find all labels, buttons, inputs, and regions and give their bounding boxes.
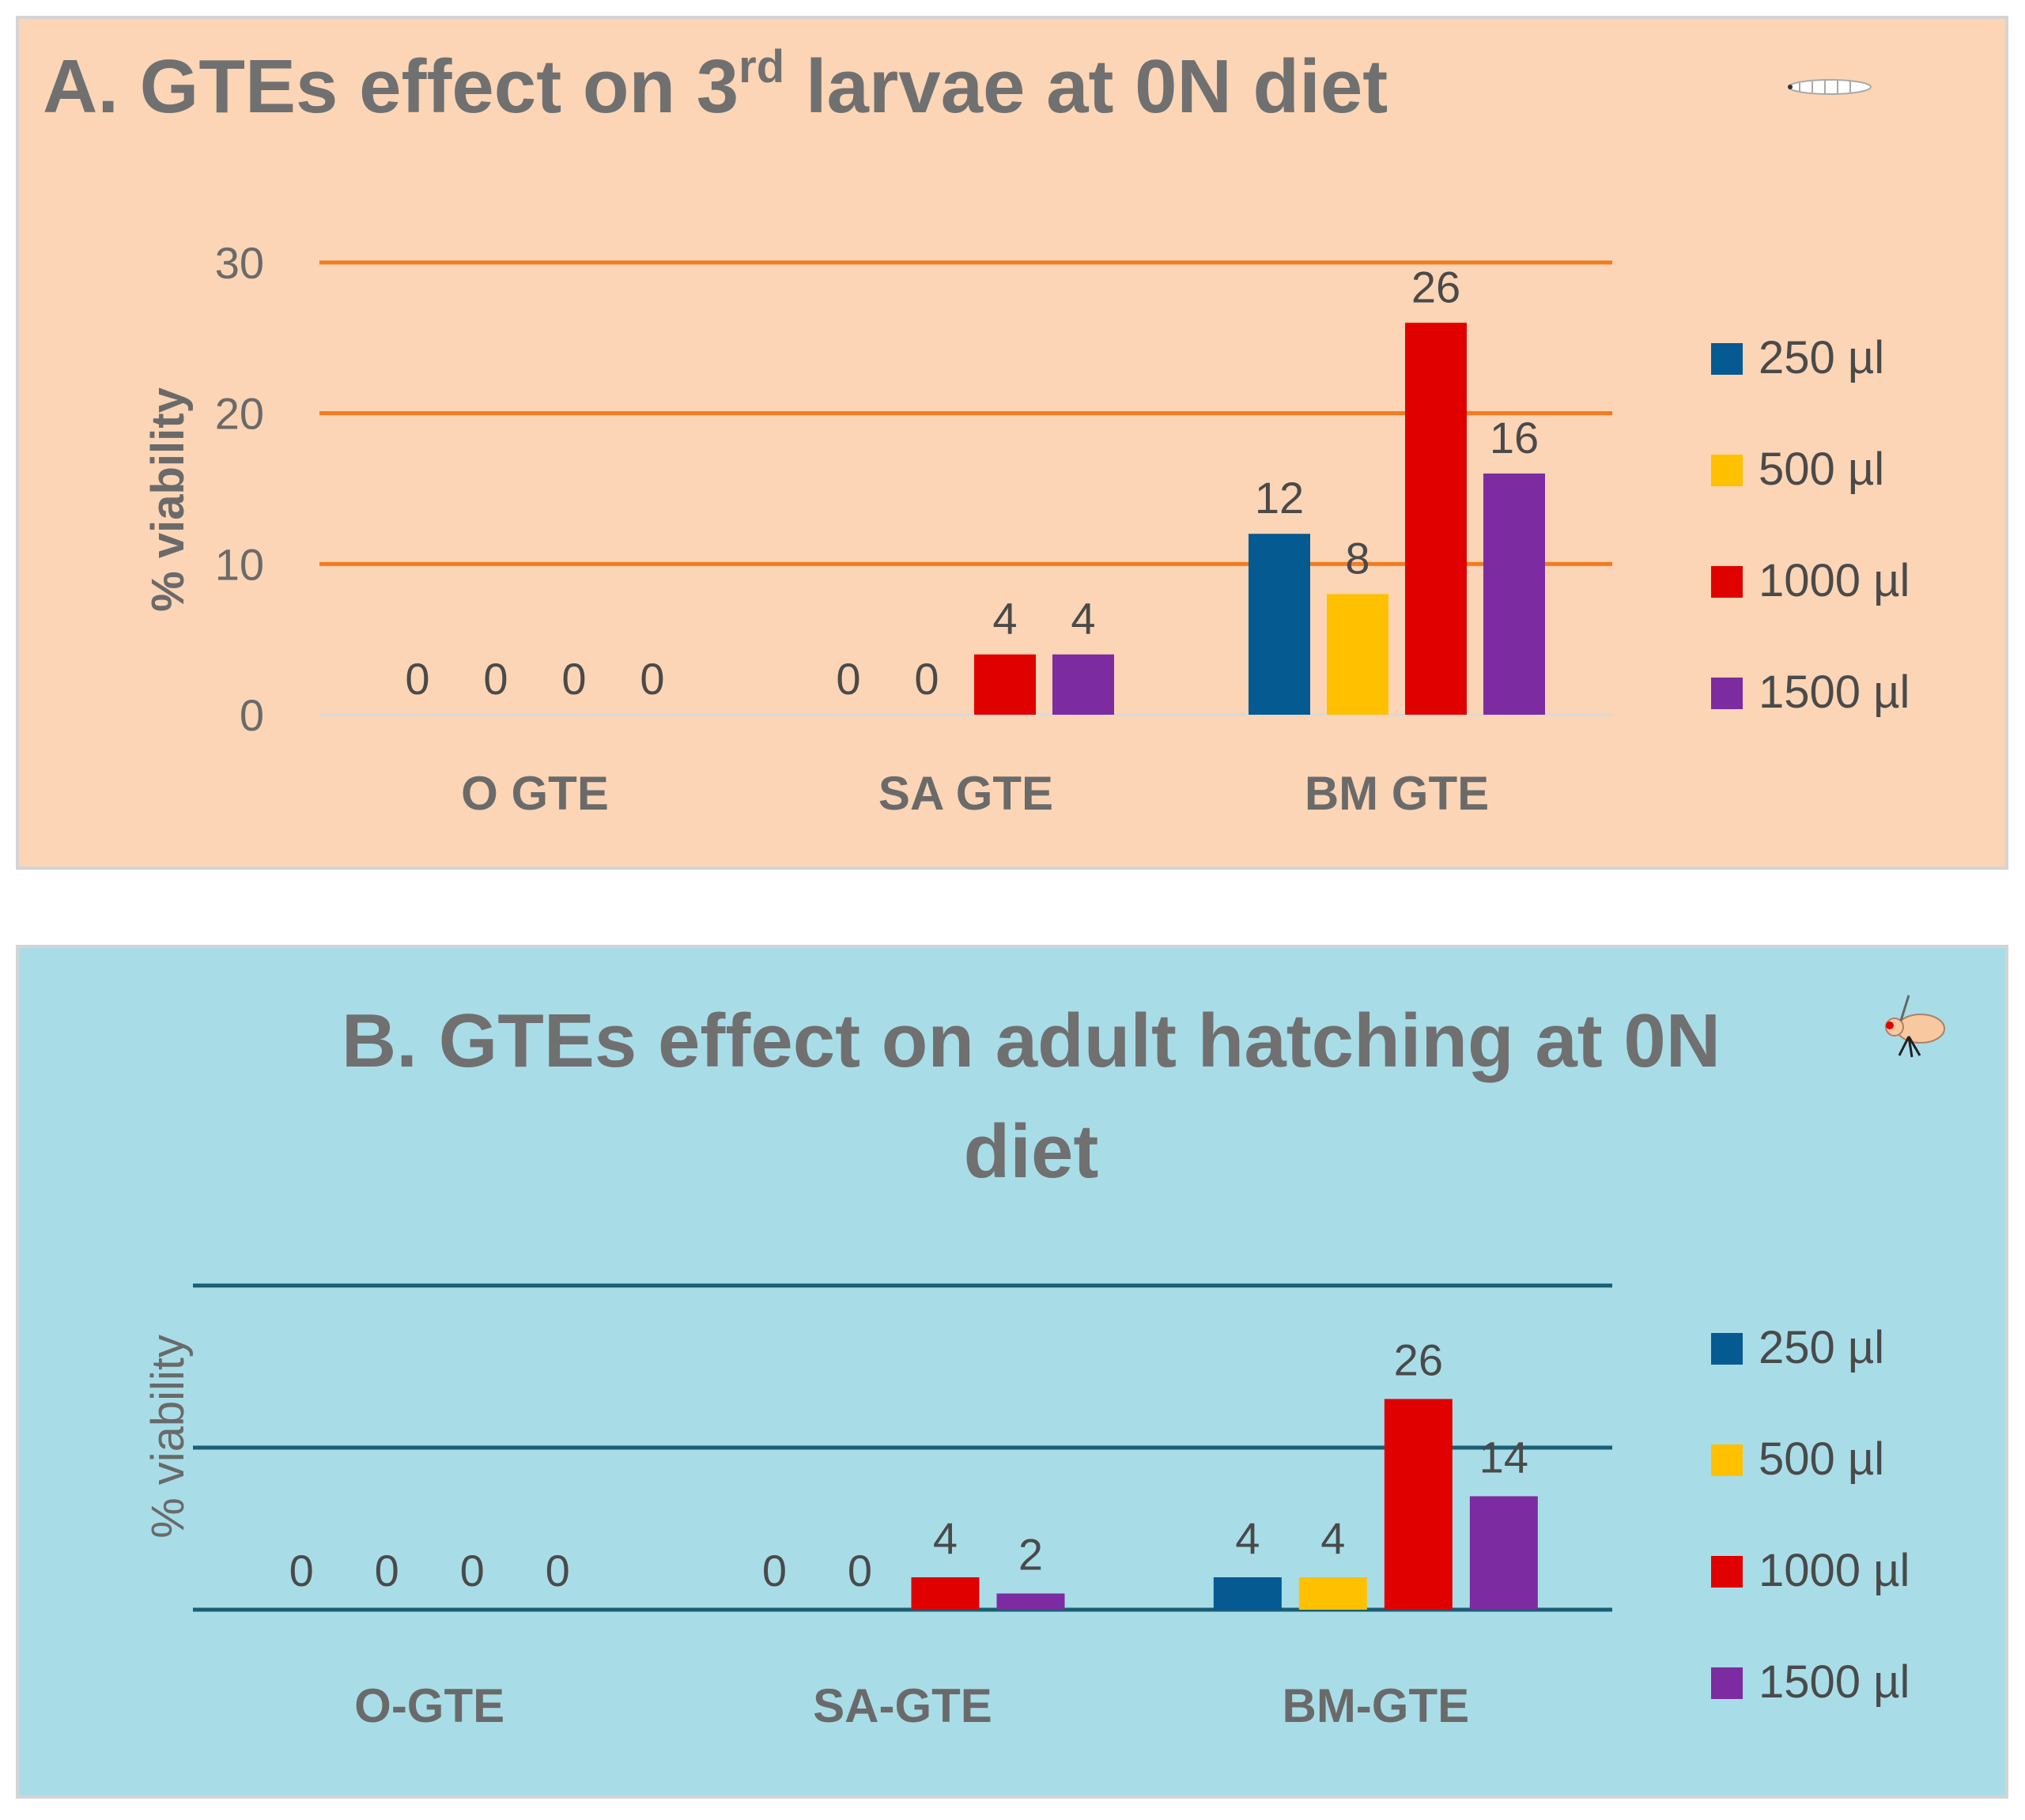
- chart-b-svg: B. GTEs effect on adult hatching at 0N d…: [19, 948, 2005, 1795]
- legend-swatch: [1711, 455, 1743, 486]
- data-label: 14: [1479, 1433, 1528, 1482]
- data-label: 0: [848, 1546, 872, 1595]
- legend-swatch: [1711, 1444, 1743, 1476]
- chart-a-svg: A. GTEs effect on 3rd larvae at 0N diet …: [19, 19, 2005, 867]
- chart-a-bars: [974, 323, 1545, 715]
- chart-a-y-ticks: 0 10 20 30: [215, 238, 264, 740]
- legend-label: 1500 µl: [1759, 1656, 1910, 1708]
- data-label: 2: [1018, 1530, 1043, 1580]
- legend-label: 500 µl: [1759, 444, 1884, 495]
- legend-swatch: [1711, 1667, 1743, 1699]
- bar: [1483, 473, 1545, 715]
- bar: [996, 1593, 1065, 1610]
- data-label: 4: [1320, 1513, 1345, 1563]
- data-label: 16: [1490, 413, 1539, 463]
- data-label: 26: [1394, 1335, 1443, 1385]
- category-label: SA GTE: [878, 767, 1053, 820]
- data-label: 0: [375, 1546, 399, 1595]
- bar: [1384, 1399, 1453, 1610]
- data-label: 0: [546, 1546, 570, 1595]
- category-label: O-GTE: [354, 1679, 504, 1732]
- data-label: 0: [405, 654, 429, 704]
- y-tick-label: 20: [215, 389, 264, 439]
- legend-label: 1000 µl: [1759, 1545, 1910, 1596]
- chart-b-data-labels: 0 0 0 0 0 0 4 2 4 4 26 14: [289, 1335, 1528, 1596]
- y-tick-label: 0: [240, 690, 264, 740]
- data-label: 4: [1235, 1513, 1260, 1563]
- category-label: BM GTE: [1305, 767, 1489, 820]
- data-label: 0: [914, 654, 939, 704]
- chart-a-data-labels: 0 0 0 0 0 0 4 4 12 8 26 16: [405, 262, 1539, 704]
- larva-icon: [1788, 79, 1872, 95]
- bar: [911, 1577, 980, 1610]
- chart-b-legend: 250 µl 500 µl 1000 µl 1500 µl: [1711, 1322, 1910, 1708]
- chart-panel-b: B. GTEs effect on adult hatching at 0N d…: [16, 945, 2008, 1799]
- chart-panel-a: A. GTEs effect on 3rd larvae at 0N diet …: [16, 16, 2008, 870]
- chart-a-y-axis-title: % viability: [142, 387, 194, 612]
- bar: [1052, 654, 1114, 715]
- chart-a-category-labels: O GTE SA GTE BM GTE: [461, 767, 1489, 820]
- chart-b-bars: [911, 1399, 1538, 1610]
- chart-b-category-labels: O-GTE SA-GTE BM-GTE: [354, 1679, 1469, 1732]
- category-label: BM-GTE: [1283, 1679, 1470, 1732]
- data-label: 0: [762, 1546, 787, 1595]
- y-tick-label: 10: [215, 539, 264, 589]
- legend-label: 500 µl: [1759, 1433, 1884, 1485]
- chart-b-title-line2: diet: [964, 1109, 1099, 1194]
- legend-swatch: [1711, 343, 1743, 375]
- chart-a-gridlines: [319, 260, 1612, 716]
- legend-swatch: [1711, 1333, 1743, 1365]
- data-label: 0: [561, 654, 586, 704]
- chart-a-legend: 250 µl 500 µl 1000 µl 1500 µl: [1711, 332, 1910, 718]
- chart-b-gridlines: [193, 1283, 1612, 1612]
- bar: [1213, 1577, 1282, 1610]
- legend-swatch: [1711, 678, 1743, 709]
- legend-label: 250 µl: [1759, 332, 1884, 383]
- bar: [1469, 1496, 1538, 1610]
- chart-a-title: A. GTEs effect on 3rd larvae at 0N diet: [43, 41, 1388, 129]
- legend-swatch: [1711, 1556, 1743, 1588]
- data-label: 0: [289, 1546, 314, 1595]
- chart-b-title-line1: B. GTEs effect on adult hatching at 0N: [342, 999, 1721, 1083]
- data-label: 0: [836, 654, 860, 704]
- fly-icon: [1885, 995, 1945, 1058]
- bar: [974, 654, 1036, 715]
- y-tick-label: 30: [215, 238, 264, 288]
- category-label: O GTE: [461, 767, 609, 820]
- legend-label: 1500 µl: [1759, 666, 1910, 718]
- chart-b-y-axis-title: % viability: [142, 1335, 194, 1539]
- data-label: 4: [933, 1513, 958, 1563]
- bar: [1298, 1577, 1367, 1610]
- data-label: 12: [1255, 473, 1304, 523]
- data-label: 4: [992, 594, 1017, 644]
- bar: [1249, 534, 1310, 715]
- chart-b-background: [19, 948, 2005, 1795]
- data-label: 0: [640, 654, 664, 704]
- data-label: 26: [1411, 262, 1460, 312]
- chart-a-background: [19, 19, 2005, 867]
- data-label: 4: [1071, 594, 1095, 644]
- bar: [1405, 323, 1467, 715]
- legend-label: 250 µl: [1759, 1322, 1884, 1373]
- legend-label: 1000 µl: [1759, 555, 1910, 606]
- bar: [1327, 594, 1388, 715]
- data-label: 0: [483, 654, 508, 704]
- legend-swatch: [1711, 566, 1743, 598]
- data-label: 8: [1345, 533, 1370, 583]
- data-label: 0: [460, 1546, 485, 1595]
- category-label: SA-GTE: [813, 1679, 992, 1732]
